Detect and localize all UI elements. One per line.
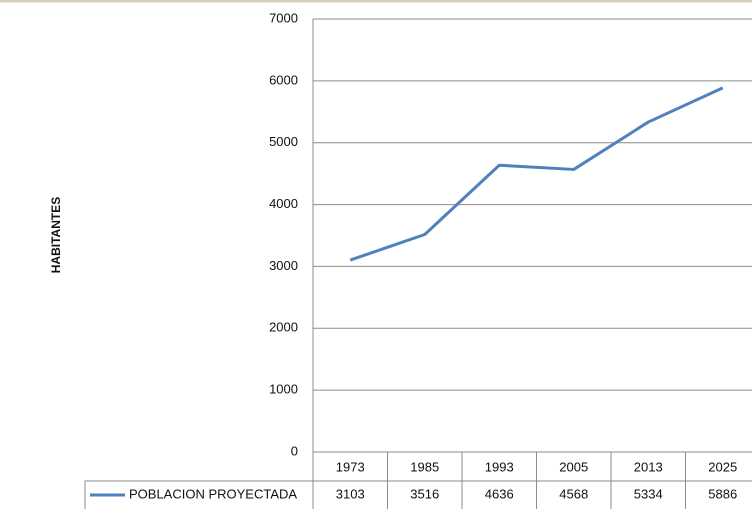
- legend-label: POBLACION PROYECTADA: [129, 486, 297, 501]
- x-tick-label: 2005: [559, 459, 588, 474]
- y-tick-label: 3000: [269, 258, 298, 273]
- y-tick-label: 1000: [269, 382, 298, 397]
- table-cell: [685, 480, 752, 509]
- table-value: 3103: [336, 486, 365, 501]
- table-value: 4568: [559, 486, 588, 501]
- y-tick-label: 4000: [269, 196, 298, 211]
- x-tick-label: 1993: [485, 459, 514, 474]
- table-value: 3516: [410, 486, 439, 501]
- table-cell: [84, 480, 314, 509]
- table-value: 5886: [708, 486, 737, 501]
- table-value: 5334: [634, 486, 663, 501]
- y-tick-label: 6000: [269, 72, 298, 87]
- x-tick-label: 1973: [336, 459, 365, 474]
- x-tick-label: 2025: [708, 459, 737, 474]
- x-tick-label: 1985: [410, 459, 439, 474]
- y-axis-label: HABITANTES: [49, 197, 63, 273]
- series-line: [349, 86, 724, 262]
- y-tick-label: 5000: [269, 134, 298, 149]
- y-tick-label: 7000: [269, 10, 298, 25]
- x-tick-label: 2013: [634, 459, 663, 474]
- y-tick-label: 0: [291, 443, 298, 458]
- table-value: 4636: [485, 486, 514, 501]
- y-tick-label: 2000: [269, 320, 298, 335]
